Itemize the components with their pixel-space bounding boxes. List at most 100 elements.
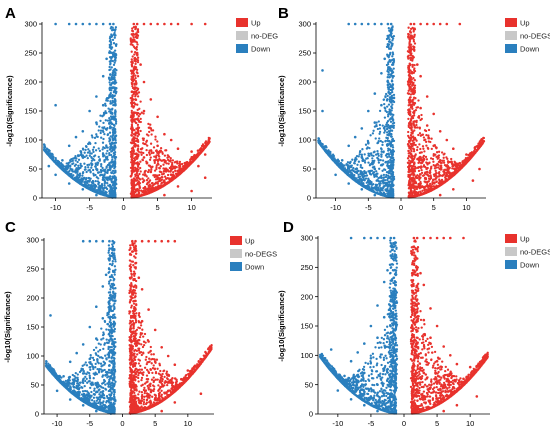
- point-down: [371, 163, 374, 166]
- point-up: [153, 175, 156, 179]
- point-up: [409, 161, 413, 164]
- point-up: [407, 149, 410, 153]
- point-down: [363, 169, 366, 173]
- point-down: [79, 150, 82, 153]
- point-up: [158, 155, 161, 158]
- point-up: [131, 146, 135, 149]
- point-down: [331, 153, 335, 156]
- point-down: [377, 159, 380, 162]
- point-up: [407, 70, 410, 74]
- point-down: [376, 141, 380, 144]
- point-down: [348, 161, 352, 164]
- point-up: [136, 43, 139, 46]
- data-point: [81, 188, 85, 191]
- point-down: [374, 137, 377, 140]
- point-down: [391, 116, 394, 120]
- point-down: [86, 156, 89, 160]
- point-down: [363, 161, 367, 164]
- point-down: [102, 130, 105, 134]
- point-down: [114, 130, 117, 133]
- point-up: [151, 184, 154, 187]
- point-up: [173, 167, 177, 170]
- point-up: [129, 127, 133, 130]
- point-up: [132, 25, 136, 29]
- point-up: [130, 65, 134, 68]
- point-up: [138, 182, 142, 185]
- point-down: [94, 179, 97, 183]
- point-up: [131, 84, 134, 88]
- point-up: [423, 177, 427, 180]
- point-up: [171, 159, 175, 162]
- point-up: [412, 96, 416, 99]
- point-up: [425, 167, 428, 170]
- point-up: [138, 177, 141, 180]
- point-down: [327, 149, 330, 152]
- data-point: [149, 127, 153, 130]
- point-up: [160, 182, 163, 185]
- data-point: [135, 51, 139, 55]
- point-down: [387, 180, 390, 183]
- data-point: [142, 156, 146, 159]
- point-down: [72, 162, 75, 165]
- point-down: [94, 141, 97, 145]
- point-up: [139, 170, 142, 173]
- point-down: [388, 132, 391, 136]
- point-down: [391, 152, 394, 156]
- point-down: [382, 126, 386, 130]
- point-down: [346, 165, 350, 169]
- data-point: [101, 153, 105, 156]
- point-down: [378, 127, 382, 130]
- data-point: [142, 80, 146, 84]
- point-down: [378, 109, 382, 113]
- point-up: [432, 181, 435, 185]
- point-up: [411, 63, 414, 67]
- point-down: [366, 185, 369, 188]
- legend-label: no-DEG: [251, 32, 278, 41]
- point-up: [186, 161, 189, 165]
- point-down: [108, 116, 111, 120]
- point-up: [147, 164, 151, 167]
- point-up: [130, 141, 133, 144]
- point-up: [130, 181, 133, 185]
- point-up: [418, 126, 421, 129]
- point-up: [169, 157, 172, 160]
- data-point: [74, 22, 78, 26]
- point-down: [376, 172, 379, 175]
- point-up: [166, 173, 170, 177]
- point-down: [114, 81, 118, 84]
- point-up: [422, 154, 426, 158]
- point-up: [147, 122, 150, 126]
- point-up: [159, 165, 162, 168]
- point-down: [87, 176, 90, 180]
- point-up: [136, 30, 139, 33]
- point-up: [134, 103, 137, 106]
- point-down: [381, 189, 384, 192]
- point-down: [108, 95, 111, 99]
- point-down: [79, 164, 82, 167]
- point-down: [114, 122, 118, 125]
- point-up: [139, 160, 142, 163]
- point-up: [160, 159, 164, 162]
- point-up: [438, 170, 441, 174]
- point-up: [129, 43, 132, 46]
- point-up: [445, 169, 449, 172]
- point-up: [134, 62, 137, 66]
- data-point: [54, 22, 57, 26]
- point-down: [386, 94, 389, 98]
- point-up: [446, 164, 449, 168]
- point-up: [415, 119, 418, 123]
- point-up: [133, 58, 137, 61]
- point-up: [410, 131, 413, 134]
- point-up: [145, 148, 148, 152]
- point-down: [386, 119, 390, 123]
- point-down: [114, 44, 118, 48]
- point-down: [92, 182, 95, 185]
- point-up: [408, 101, 411, 104]
- point-up: [413, 136, 417, 140]
- point-down: [390, 106, 394, 110]
- point-up: [427, 147, 430, 150]
- point-up: [442, 156, 445, 159]
- point-up: [407, 26, 410, 29]
- point-up: [447, 167, 451, 170]
